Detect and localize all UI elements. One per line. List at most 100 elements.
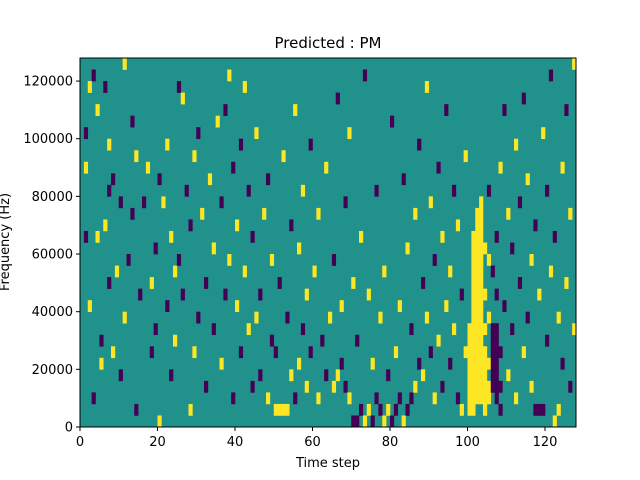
heatmap-cell bbox=[560, 357, 565, 370]
heatmap-cell bbox=[475, 265, 480, 278]
heatmap-cell bbox=[320, 334, 325, 347]
heatmap-cell bbox=[479, 357, 484, 370]
heatmap-cell bbox=[289, 219, 294, 232]
x-axis-label: Time step bbox=[295, 456, 360, 471]
heatmap-cell bbox=[428, 346, 433, 359]
heatmap-cell bbox=[188, 403, 193, 416]
heatmap-cell bbox=[541, 403, 546, 416]
heatmap-cell bbox=[490, 380, 495, 393]
heatmap-cell bbox=[126, 254, 131, 266]
heatmap-cell bbox=[401, 415, 406, 428]
heatmap-cell bbox=[490, 265, 495, 278]
heatmap-cell bbox=[467, 346, 472, 359]
heatmap-cell bbox=[386, 369, 391, 382]
heatmap-cell bbox=[335, 369, 340, 382]
heatmap-cell bbox=[475, 230, 480, 243]
heatmap-cell bbox=[83, 161, 89, 174]
heatmap-cell bbox=[525, 173, 530, 186]
heatmap-cell bbox=[145, 161, 151, 174]
heatmap-cell bbox=[390, 415, 395, 428]
heatmap-cell bbox=[479, 288, 484, 301]
heatmap-cell bbox=[572, 58, 577, 70]
heatmap-cell bbox=[475, 219, 480, 232]
heatmap-cell bbox=[510, 323, 515, 336]
heatmap-cell bbox=[475, 334, 480, 347]
heatmap-cell bbox=[99, 357, 104, 370]
heatmap-cell bbox=[200, 207, 205, 220]
heatmap-cell bbox=[370, 357, 375, 370]
heatmap-cell bbox=[452, 184, 457, 197]
heatmap-cell bbox=[273, 346, 278, 359]
heatmap-cell bbox=[258, 288, 263, 301]
heatmap-cell bbox=[351, 277, 356, 289]
heatmap-cell bbox=[479, 265, 484, 278]
heatmap-cell bbox=[118, 196, 123, 209]
heatmap-cell bbox=[223, 288, 228, 301]
heatmap-cell bbox=[293, 104, 298, 116]
heatmap-cell bbox=[517, 277, 523, 289]
heatmap-cell bbox=[258, 369, 263, 382]
heatmap-cell bbox=[556, 403, 561, 416]
heatmap-cell bbox=[479, 219, 484, 232]
heatmap-cell bbox=[475, 207, 480, 220]
heatmap-cell bbox=[467, 357, 472, 370]
heatmap-cell bbox=[521, 346, 526, 359]
x-tick-label: 60 bbox=[304, 435, 321, 450]
heatmap-cell bbox=[417, 357, 422, 370]
heatmap-cells bbox=[80, 58, 577, 428]
heatmap-cell bbox=[475, 380, 480, 393]
heatmap-cell bbox=[87, 300, 92, 312]
heatmap-cell bbox=[479, 380, 484, 393]
heatmap-cell bbox=[370, 415, 375, 428]
heatmap-cell bbox=[312, 265, 317, 278]
heatmap-cell bbox=[479, 277, 484, 289]
heatmap-cell bbox=[475, 300, 480, 312]
heatmap-cell bbox=[238, 138, 244, 151]
heatmap-cell bbox=[300, 184, 306, 197]
heatmap-cell bbox=[452, 323, 457, 336]
heatmap-cell bbox=[421, 369, 426, 382]
heatmap-cell bbox=[204, 277, 209, 289]
heatmap-cell bbox=[382, 415, 387, 428]
heatmap-cell bbox=[417, 138, 422, 151]
heatmap-cell bbox=[486, 184, 492, 197]
heatmap-cell bbox=[242, 265, 247, 278]
heatmap-cell bbox=[537, 288, 542, 301]
heatmap-cell bbox=[196, 127, 201, 140]
heatmap-cell bbox=[514, 138, 519, 151]
heatmap-cell bbox=[560, 161, 565, 174]
heatmap-cell bbox=[548, 265, 554, 278]
heatmap-cell bbox=[297, 242, 302, 255]
heatmap-cell bbox=[215, 115, 220, 128]
heatmap-cell bbox=[219, 196, 224, 209]
heatmap-cell bbox=[308, 138, 313, 151]
heatmap-cell bbox=[471, 334, 476, 347]
heatmap-cell bbox=[103, 81, 108, 93]
heatmap-cell bbox=[316, 392, 321, 405]
heatmap-cell bbox=[479, 254, 484, 266]
heatmap-cell bbox=[483, 403, 488, 416]
heatmap-cell bbox=[413, 207, 418, 220]
heatmap-cell bbox=[107, 184, 112, 197]
heatmap-cell bbox=[471, 277, 476, 289]
heatmap-cell bbox=[266, 392, 271, 405]
y-tick-label: 120000 bbox=[23, 75, 73, 90]
heatmap-cell bbox=[397, 300, 402, 312]
heatmap-cell bbox=[227, 69, 232, 82]
heatmap-cell bbox=[471, 346, 476, 359]
heatmap-cell bbox=[289, 369, 294, 382]
heatmap-cell bbox=[436, 334, 441, 347]
y-axis-label: Frequency (Hz) bbox=[0, 193, 13, 291]
heatmap-cell bbox=[347, 392, 352, 405]
heatmap-cell bbox=[490, 334, 495, 347]
heatmap-cell bbox=[514, 392, 519, 405]
plot-frame bbox=[79, 57, 577, 428]
heatmap-cell bbox=[479, 242, 484, 255]
heatmap-cell bbox=[552, 415, 557, 428]
heatmap-cell bbox=[227, 254, 232, 266]
heatmap-cell bbox=[475, 357, 480, 370]
heatmap-cell bbox=[324, 369, 329, 382]
heatmap-cell bbox=[173, 334, 178, 347]
heatmap-cell bbox=[483, 369, 488, 382]
heatmap-cell bbox=[192, 346, 197, 359]
